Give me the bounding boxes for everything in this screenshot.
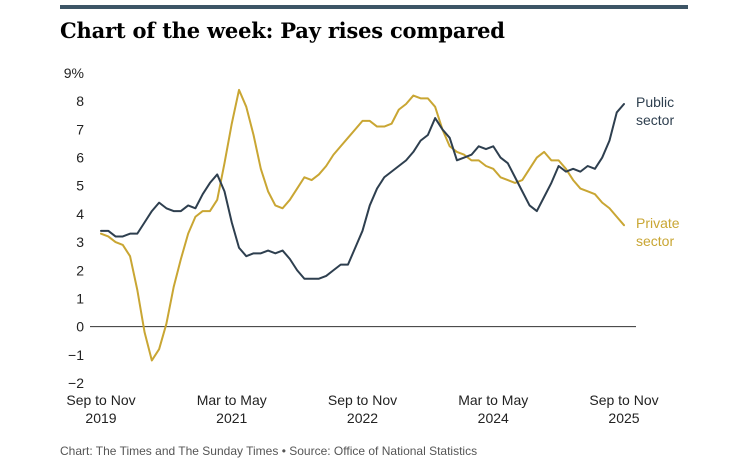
private-sector-label-line2: sector xyxy=(636,233,674,249)
chart-footer: Chart: The Times and The Sunday Times • … xyxy=(60,444,477,458)
x-tick-label-year: 2021 xyxy=(216,410,247,426)
x-tick-label-year: 2022 xyxy=(347,410,378,426)
x-tick-label: Mar to May xyxy=(197,392,267,408)
y-tick-label: 6 xyxy=(76,150,84,166)
footer-separator: • xyxy=(281,444,286,458)
credit-text: Chart: The Times and The Sunday Times xyxy=(60,444,279,458)
x-tick-label: Sep to Nov xyxy=(66,392,135,408)
x-axis: Sep to Nov 2019 Mar to May 2021 Sep to Nov 20… xyxy=(66,392,658,426)
x-tick-label-year: 2019 xyxy=(85,410,116,426)
series-labels: Public sector Private sector xyxy=(636,94,680,249)
private-sector-line xyxy=(100,88,625,362)
y-tick-label: 1 xyxy=(76,290,84,306)
chart-title: Chart of the week: Pay rises compared xyxy=(60,18,505,43)
y-tick-label: 3 xyxy=(76,234,84,250)
x-tick-label: Sep to Nov xyxy=(589,392,658,408)
public-sector-label-line2: sector xyxy=(636,112,674,128)
y-axis: 9% 8 7 6 5 4 3 2 1 0 −1 −2 xyxy=(64,65,84,391)
header-rule xyxy=(60,5,688,9)
y-tick-label: 4 xyxy=(76,206,84,222)
public-sector-line xyxy=(100,103,625,280)
y-tick-label: −2 xyxy=(68,375,84,391)
public-sector-label: Public xyxy=(636,94,674,110)
y-tick-label: −1 xyxy=(68,347,84,363)
private-sector-label: Private xyxy=(636,215,680,231)
y-tick-label: 2 xyxy=(76,262,84,278)
series-group xyxy=(100,88,625,362)
y-tick-label: 5 xyxy=(76,178,84,194)
y-tick-label: 7 xyxy=(76,121,84,137)
x-tick-label-year: 2025 xyxy=(608,410,639,426)
y-tick-label: 0 xyxy=(76,319,84,335)
x-tick-label: Mar to May xyxy=(458,392,528,408)
y-tick-label: 8 xyxy=(76,93,84,109)
source-text: Source: Office of National Statistics xyxy=(289,444,478,458)
x-tick-label: Sep to Nov xyxy=(328,392,397,408)
x-tick-label-year: 2024 xyxy=(478,410,509,426)
y-tick-label: 9% xyxy=(64,65,84,81)
